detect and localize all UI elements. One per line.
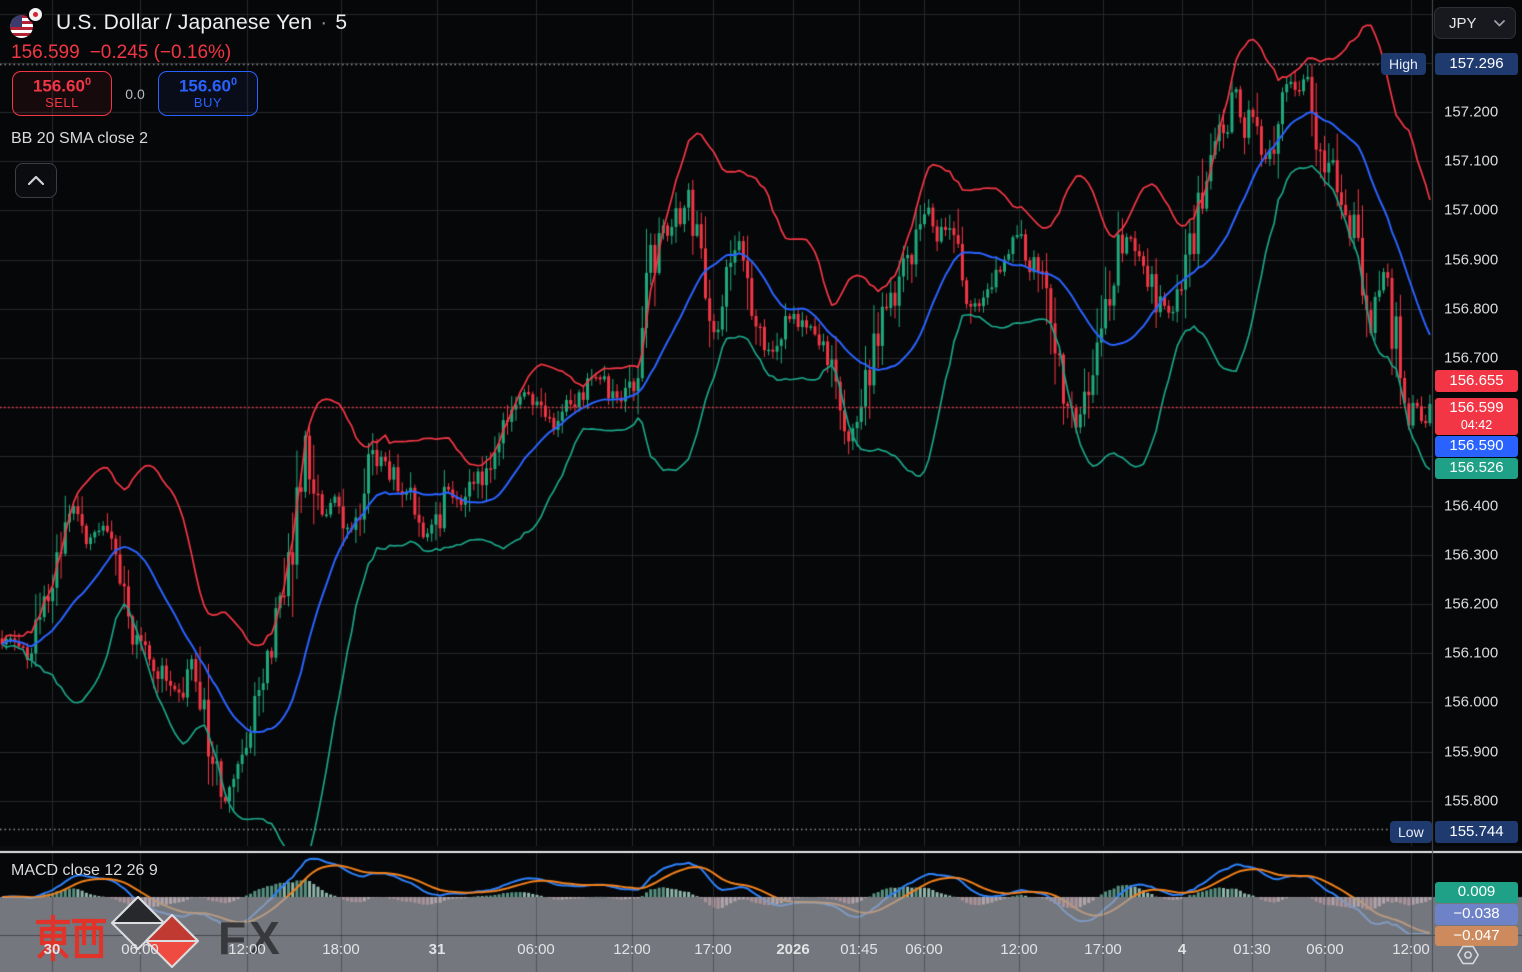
buy-label: BUY [193, 95, 223, 111]
time-axis-label: 4 [1177, 941, 1187, 958]
sell-label: SELL [45, 95, 79, 111]
chevron-down-icon [1494, 19, 1505, 26]
price-change: −0.245 (−0.16%) [89, 42, 232, 63]
time-axis-label: 12:00 [613, 941, 651, 958]
chevron-up-icon [28, 176, 44, 185]
price-axis-label: 155.900 [1444, 743, 1499, 761]
chart-interval[interactable]: 5 [335, 11, 348, 34]
price-axis-label: 156.300 [1444, 546, 1499, 564]
time-axis-label: 01:45 [840, 941, 878, 958]
trade-widget: 156.600 SELL 0.0 156.600 BUY [12, 71, 258, 116]
price-axis-label: 156.000 [1444, 693, 1499, 711]
price-tag: 156.655 [1435, 370, 1518, 392]
symbol-title[interactable]: U.S. Dollar / Japanese Yen · 5 [56, 11, 347, 35]
price-axis-label: 157.100 [1444, 152, 1499, 170]
price-tag: 156.526 [1435, 458, 1518, 479]
high-label-pill: High [1381, 53, 1426, 75]
title-separator: · [320, 11, 328, 34]
time-axis-label: 06:00 [121, 941, 159, 958]
time-axis-label: 12:00 [1000, 941, 1038, 958]
bollinger-indicator-label[interactable]: BB 20 SMA close 2 [11, 130, 148, 147]
price-axis-label: 156.700 [1444, 349, 1499, 367]
price-axis-label: 157.000 [1444, 201, 1499, 219]
price-axis-label: 156.900 [1444, 251, 1499, 269]
price-axis-label: 156.100 [1444, 644, 1499, 662]
sell-price: 156.60 [32, 76, 85, 96]
macd-value-tag: 0.009 [1435, 882, 1518, 903]
price-axis-label: 155.800 [1444, 792, 1499, 810]
time-axis-label: 12:00 [228, 941, 266, 958]
price-axis-label: 156.400 [1444, 497, 1499, 515]
time-axis-label: 06:00 [905, 941, 943, 958]
time-axis-label: 01:30 [1233, 941, 1271, 958]
price-axis-label: 156.800 [1444, 300, 1499, 318]
time-axis-label: 17:00 [1084, 941, 1122, 958]
time-axis-label: 30 [43, 941, 61, 958]
buy-price: 156.60 [178, 76, 231, 96]
currency-unit-selector[interactable]: JPY [1434, 7, 1516, 39]
collapse-indicators-button[interactable] [15, 163, 57, 198]
macd-value-tag: −0.038 [1435, 904, 1518, 925]
broker-logo-watermark: FX [36, 893, 283, 971]
time-axis-label: 06:00 [517, 941, 555, 958]
high-price-tag: 157.296 [1435, 53, 1518, 75]
sell-pip: 0 [84, 75, 92, 88]
buy-button[interactable]: 156.600 BUY [158, 71, 258, 116]
currency-unit-value: JPY [1449, 14, 1477, 32]
price-tag: 156.599 04:42 [1435, 398, 1518, 435]
logo-latin-text: FX [218, 912, 283, 964]
low-label-pill: Low [1390, 821, 1432, 843]
currency-pair-icon [10, 6, 46, 40]
time-axis-label: 06:00 [1306, 941, 1344, 958]
time-axis-label: 2026 [776, 941, 810, 958]
price-tag: 156.590 [1435, 436, 1518, 457]
logo-diamond-icon [111, 896, 199, 968]
sell-button[interactable]: 156.600 SELL [12, 71, 112, 116]
axis-settings-gear-button[interactable] [1454, 941, 1482, 969]
time-axis-label: 18:00 [322, 941, 360, 958]
price-summary: 156.599 −0.245 (−0.16%) [11, 42, 231, 64]
spread-value: 0.0 [125, 85, 145, 102]
symbol-name[interactable]: U.S. Dollar / Japanese Yen [56, 11, 313, 34]
buy-pip: 0 [230, 75, 238, 88]
price-axis-label: 157.200 [1444, 103, 1499, 121]
last-price: 156.599 [11, 42, 80, 63]
gear-icon [1457, 945, 1479, 965]
us-flag-icon [10, 15, 33, 38]
time-axis-label: 31 [428, 941, 446, 958]
macd-value-tag: −0.047 [1435, 926, 1518, 946]
time-axis-label: 12:00 [1392, 941, 1430, 958]
macd-indicator-label[interactable]: MACD close 12 26 9 [11, 862, 158, 879]
time-axis-label: 17:00 [694, 941, 732, 958]
price-axis-label: 156.200 [1444, 595, 1499, 613]
low-price-tag: 155.744 [1435, 821, 1518, 843]
logo-cjk-glyphs [36, 914, 106, 962]
symbol-header: U.S. Dollar / Japanese Yen · 5 [10, 6, 347, 40]
jp-flag-icon [27, 6, 44, 23]
